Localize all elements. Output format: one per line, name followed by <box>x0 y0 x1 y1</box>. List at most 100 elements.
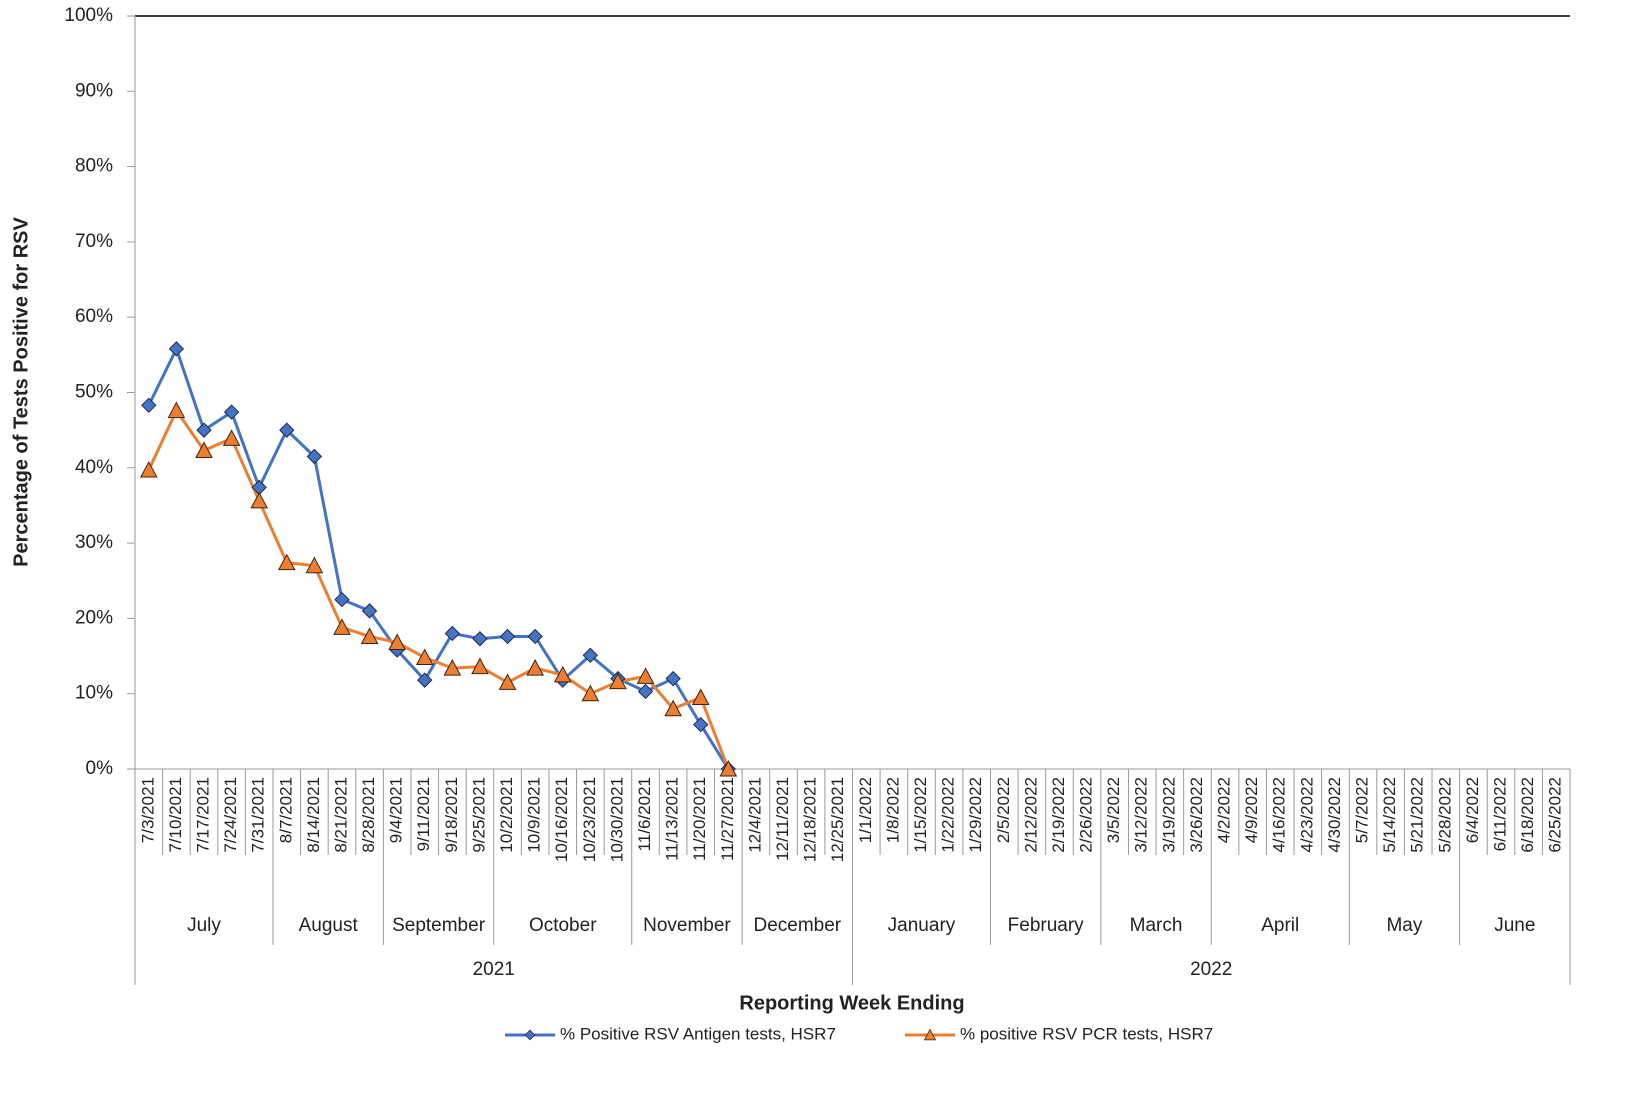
point-marker <box>250 491 269 509</box>
point-marker <box>443 659 462 676</box>
month-label: November <box>643 915 731 936</box>
x-tick-label: 8/28/2021 <box>359 777 378 853</box>
x-tick-label: 3/5/2022 <box>1104 777 1123 843</box>
point-marker <box>279 422 295 438</box>
x-axis-title: Reporting Week Ending <box>739 992 964 1014</box>
month-label: May <box>1386 915 1422 936</box>
x-tick-label: 1/1/2022 <box>856 777 875 843</box>
y-tick-label: 10% <box>75 683 113 704</box>
point-marker <box>693 716 709 733</box>
point-marker <box>139 460 158 478</box>
x-tick-label: 4/30/2022 <box>1325 777 1344 853</box>
month-label: July <box>187 915 221 936</box>
x-tick-label: 7/31/2021 <box>249 777 268 853</box>
year-label: 2022 <box>1190 959 1232 980</box>
series-line <box>147 407 730 770</box>
month-label: December <box>753 915 841 936</box>
x-tick-label: 1/8/2022 <box>883 777 902 843</box>
point-marker <box>472 631 488 647</box>
point-marker <box>526 659 544 676</box>
y-tick-label: 70% <box>75 231 113 252</box>
x-tick-label: 1/15/2022 <box>911 777 930 853</box>
x-tick-label: 3/19/2022 <box>1159 777 1178 853</box>
point-marker <box>471 657 489 675</box>
x-tick-label: 4/23/2022 <box>1297 777 1316 853</box>
point-marker <box>719 759 738 777</box>
x-tick-label: 4/9/2022 <box>1242 777 1261 843</box>
x-tick-label: 10/2/2021 <box>497 777 516 853</box>
y-tick-label: 30% <box>75 532 113 553</box>
x-tick-label: 9/4/2021 <box>387 777 406 843</box>
x-tick-label: 9/25/2021 <box>469 777 488 853</box>
x-tick-label: 10/16/2021 <box>552 777 571 862</box>
x-tick-label: 2/19/2022 <box>1049 777 1068 853</box>
x-tick-label: 6/25/2022 <box>1546 777 1565 853</box>
x-tick-label: 3/12/2022 <box>1132 777 1151 853</box>
point-marker <box>444 625 461 642</box>
point-marker <box>223 404 240 420</box>
x-tick-label: 6/4/2022 <box>1463 777 1482 843</box>
x-tick-label: 4/16/2022 <box>1270 777 1289 853</box>
x-tick-label: 12/11/2021 <box>773 777 792 861</box>
point-marker <box>609 672 627 690</box>
y-tick-label: 50% <box>75 382 113 403</box>
x-tick-label: 12/18/2021 <box>801 777 820 862</box>
point-marker <box>306 448 323 465</box>
x-tick-label: 8/21/2021 <box>331 777 350 853</box>
point-marker <box>498 673 517 690</box>
month-label: April <box>1261 915 1299 936</box>
point-marker <box>691 688 710 705</box>
point-marker <box>415 648 434 666</box>
x-tick-label: 9/11/2021 <box>414 777 433 851</box>
x-tick-label: 2/12/2022 <box>1021 777 1040 853</box>
x-tick-label: 8/14/2021 <box>304 777 323 853</box>
month-label: March <box>1130 915 1183 936</box>
month-label: October <box>529 915 597 936</box>
x-tick-label: 5/7/2022 <box>1353 777 1372 843</box>
y-tick-label: 80% <box>75 156 113 177</box>
point-marker <box>141 397 157 414</box>
point-marker <box>388 633 406 650</box>
x-tick-label: 1/29/2022 <box>966 777 985 853</box>
x-tick-label: 7/24/2021 <box>221 777 240 853</box>
x-tick-label: 11/6/2021 <box>635 777 654 851</box>
x-tick-label: 9/18/2021 <box>442 777 461 853</box>
x-tick-label: 11/13/2021 <box>663 777 682 861</box>
y-tick-label: 60% <box>75 306 113 327</box>
x-tick-label: 11/27/2021 <box>718 777 737 861</box>
point-marker <box>360 627 379 644</box>
x-tick-label: 5/21/2022 <box>1408 777 1427 853</box>
month-label: January <box>888 915 956 936</box>
x-tick-label: 11/20/2021 <box>690 777 709 861</box>
point-marker <box>499 628 516 645</box>
x-tick-label: 7/17/2021 <box>193 777 212 853</box>
x-tick-label: 3/26/2022 <box>1187 777 1206 853</box>
legend-label: % Positive RSV Antigen tests, HSR7 <box>560 1024 836 1043</box>
point-marker <box>222 429 241 446</box>
y-tick-label: 100% <box>64 5 113 26</box>
point-marker <box>553 665 572 683</box>
y-tick-label: 20% <box>75 607 113 628</box>
x-tick-label: 5/28/2022 <box>1435 777 1454 853</box>
point-marker <box>305 556 324 574</box>
y-tick-label: 0% <box>86 758 114 779</box>
x-tick-label: 12/25/2021 <box>828 777 847 862</box>
point-marker <box>333 618 351 635</box>
y-axis-title: Percentage of Tests Positive for RSV <box>10 216 32 566</box>
point-marker <box>417 672 433 688</box>
x-tick-label: 8/7/2021 <box>276 777 295 843</box>
x-tick-label: 4/2/2022 <box>1215 777 1234 843</box>
point-marker <box>167 401 186 419</box>
year-label: 2021 <box>473 959 515 980</box>
x-tick-label: 10/30/2021 <box>607 777 626 862</box>
x-tick-label: 12/4/2021 <box>745 777 764 853</box>
legend-marker <box>524 1029 536 1041</box>
point-marker <box>334 591 350 608</box>
x-tick-label: 5/14/2022 <box>1380 777 1399 853</box>
legend-label: % positive RSV PCR tests, HSR7 <box>960 1024 1213 1043</box>
point-marker <box>636 667 655 684</box>
x-tick-label: 10/9/2021 <box>525 777 544 853</box>
point-marker <box>168 341 185 357</box>
legend-marker <box>923 1028 937 1041</box>
